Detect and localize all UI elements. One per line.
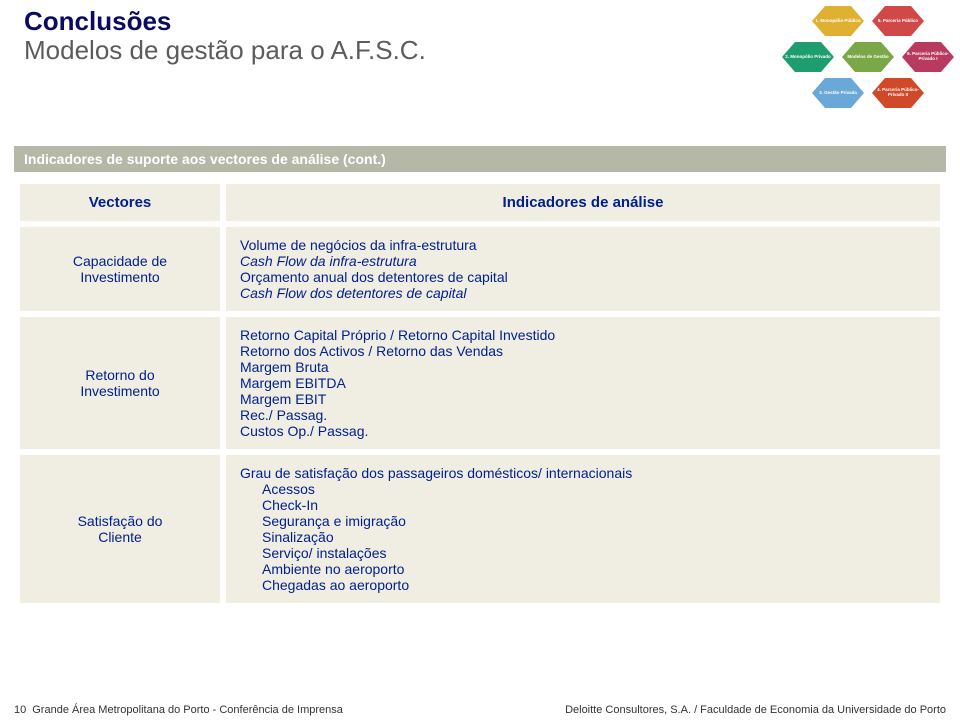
page-number: 10 bbox=[14, 704, 26, 716]
indicator-line: Margem EBIT bbox=[240, 391, 926, 407]
page-title: Conclusões bbox=[24, 8, 426, 35]
hex-diagram: 1. Monopólio Público 5. Parceria Público 2… bbox=[740, 6, 940, 136]
indicator-line: Orçamento anual dos detentores de capita… bbox=[240, 269, 926, 285]
hex-node: 1. Monopólio Público bbox=[812, 6, 864, 36]
indicator-line: Rec./ Passag. bbox=[240, 407, 926, 423]
footer-right: Deloitte Consultores, S.A. / Faculdade d… bbox=[565, 704, 946, 716]
vector-cell: Satisfação doCliente bbox=[20, 455, 220, 603]
indicator-line: Margem EBITDA bbox=[240, 375, 926, 391]
indicator-subline: Segurança e imigração bbox=[240, 513, 926, 529]
col-indicadores: Indicadores de análise bbox=[226, 184, 940, 221]
indicator-subline: Ambiente no aeroporto bbox=[240, 561, 926, 577]
vector-cell: Retorno doInvestimento bbox=[20, 317, 220, 449]
indicator-line: Margem Bruta bbox=[240, 359, 926, 375]
indicator-cell: Grau de satisfação dos passageiros domés… bbox=[226, 455, 940, 603]
indicator-line: Retorno dos Activos / Retorno das Vendas bbox=[240, 343, 926, 359]
indicator-line: Retorno Capital Próprio / Retorno Capita… bbox=[240, 327, 926, 343]
indicator-subline: Check-In bbox=[240, 497, 926, 513]
indicator-line: Custos Op./ Passag. bbox=[240, 423, 926, 439]
section-bar-label: Indicadores de suporte aos vectores de a… bbox=[24, 151, 386, 167]
hex-node: 3. Gestão Privada bbox=[812, 78, 864, 108]
indicator-subline: Chegadas ao aeroporto bbox=[240, 577, 926, 593]
hex-node: Modelos de Gestão bbox=[842, 42, 894, 72]
footer: 10 Grande Área Metropolitana do Porto - … bbox=[14, 704, 946, 716]
hex-node: 4. Parceria Público-Privado II bbox=[872, 78, 924, 108]
hex-node: 6. Parceria Público-Privado I bbox=[902, 42, 954, 72]
col-vectores: Vectores bbox=[20, 184, 220, 221]
indicator-line: Volume de negócios da infra-estrutura bbox=[240, 237, 926, 253]
indicator-line: Cash Flow da infra-estrutura bbox=[240, 253, 926, 269]
indicator-line: Cash Flow dos detentores de capital bbox=[240, 285, 926, 301]
indicator-cell: Volume de negócios da infra-estruturaCas… bbox=[226, 227, 940, 311]
indicator-cell: Retorno Capital Próprio / Retorno Capita… bbox=[226, 317, 940, 449]
footer-left: Grande Área Metropolitana do Porto - Con… bbox=[32, 704, 343, 716]
vectors-table: Vectores Indicadores de análise Capacida… bbox=[14, 178, 946, 609]
indicator-subline: Sinalização bbox=[240, 529, 926, 545]
indicator-line: Grau de satisfação dos passageiros domés… bbox=[240, 465, 926, 481]
page-subtitle: Modelos de gestão para o A.F.S.C. bbox=[24, 37, 426, 64]
hex-node: 5. Parceria Público bbox=[872, 6, 924, 36]
vector-cell: Capacidade deInvestimento bbox=[20, 227, 220, 311]
hex-node: 2. Monopólio Privado bbox=[782, 42, 834, 72]
indicator-subline: Serviço/ instalações bbox=[240, 545, 926, 561]
indicator-subline: Acessos bbox=[240, 481, 926, 497]
section-bar: Indicadores de suporte aos vectores de a… bbox=[14, 146, 946, 172]
title-block: Conclusões Modelos de gestão para o A.F.… bbox=[24, 8, 426, 65]
